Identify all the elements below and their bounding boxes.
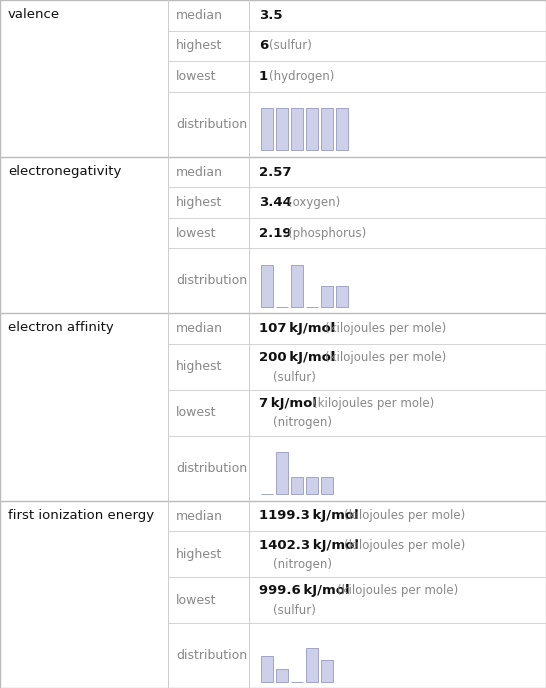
Text: electronegativity: electronegativity <box>8 164 121 178</box>
Bar <box>321 477 333 494</box>
Text: (nitrogen): (nitrogen) <box>273 558 332 571</box>
Text: median: median <box>176 510 223 522</box>
Text: 2.57: 2.57 <box>259 166 292 178</box>
Bar <box>261 108 273 150</box>
Bar <box>306 647 318 682</box>
Text: 999.6 kJ/mol: 999.6 kJ/mol <box>259 584 349 597</box>
Text: highest: highest <box>176 196 223 209</box>
Bar <box>261 656 273 682</box>
Text: (oxygen): (oxygen) <box>288 196 340 209</box>
Text: (nitrogen): (nitrogen) <box>273 416 332 429</box>
Text: (kilojoules per mole): (kilojoules per mole) <box>312 397 434 410</box>
Text: (sulfur): (sulfur) <box>269 39 312 52</box>
Text: (hydrogen): (hydrogen) <box>269 70 335 83</box>
Text: lowest: lowest <box>176 226 217 239</box>
Bar <box>321 660 333 682</box>
Bar <box>291 477 303 494</box>
Text: 107 kJ/mol: 107 kJ/mol <box>259 322 335 335</box>
Bar <box>291 108 303 150</box>
Bar <box>321 108 333 150</box>
Text: 200 kJ/mol: 200 kJ/mol <box>259 352 335 364</box>
Text: first ionization energy: first ionization energy <box>8 508 154 522</box>
Text: (sulfur): (sulfur) <box>273 603 316 616</box>
Text: 3.44: 3.44 <box>259 196 292 209</box>
Bar <box>276 669 288 682</box>
Bar <box>336 108 348 150</box>
Text: highest: highest <box>176 39 223 52</box>
Text: 7 kJ/mol: 7 kJ/mol <box>259 397 317 410</box>
Text: lowest: lowest <box>176 407 217 419</box>
Text: highest: highest <box>176 548 223 561</box>
Bar <box>336 286 348 307</box>
Bar <box>306 108 318 150</box>
Text: distribution: distribution <box>176 462 247 475</box>
Text: distribution: distribution <box>176 275 247 288</box>
Bar <box>321 286 333 307</box>
Bar <box>276 108 288 150</box>
Text: median: median <box>176 9 223 22</box>
Bar <box>261 265 273 307</box>
Text: (phosphorus): (phosphorus) <box>288 226 366 239</box>
Text: valence: valence <box>8 8 60 21</box>
Text: 1402.3 kJ/mol: 1402.3 kJ/mol <box>259 539 359 552</box>
Text: 1: 1 <box>259 70 268 83</box>
Text: (sulfur): (sulfur) <box>273 371 316 383</box>
Text: lowest: lowest <box>176 594 217 607</box>
Bar <box>291 265 303 307</box>
Text: highest: highest <box>176 361 223 374</box>
Text: median: median <box>176 166 223 178</box>
Bar <box>276 452 288 494</box>
Text: 3.5: 3.5 <box>259 9 282 22</box>
Bar <box>306 477 318 494</box>
Text: electron affinity: electron affinity <box>8 321 114 334</box>
Text: 1199.3 kJ/mol: 1199.3 kJ/mol <box>259 510 359 522</box>
Text: lowest: lowest <box>176 70 217 83</box>
Text: distribution: distribution <box>176 118 247 131</box>
Text: (kilojoules per mole): (kilojoules per mole) <box>337 584 459 597</box>
Text: distribution: distribution <box>176 649 247 662</box>
Text: (kilojoules per mole): (kilojoules per mole) <box>325 352 446 364</box>
Text: 6: 6 <box>259 39 268 52</box>
Text: (kilojoules per mole): (kilojoules per mole) <box>343 539 465 552</box>
Text: (kilojoules per mole): (kilojoules per mole) <box>325 322 446 335</box>
Text: median: median <box>176 322 223 335</box>
Text: 2.19: 2.19 <box>259 226 292 239</box>
Text: (kilojoules per mole): (kilojoules per mole) <box>343 510 465 522</box>
